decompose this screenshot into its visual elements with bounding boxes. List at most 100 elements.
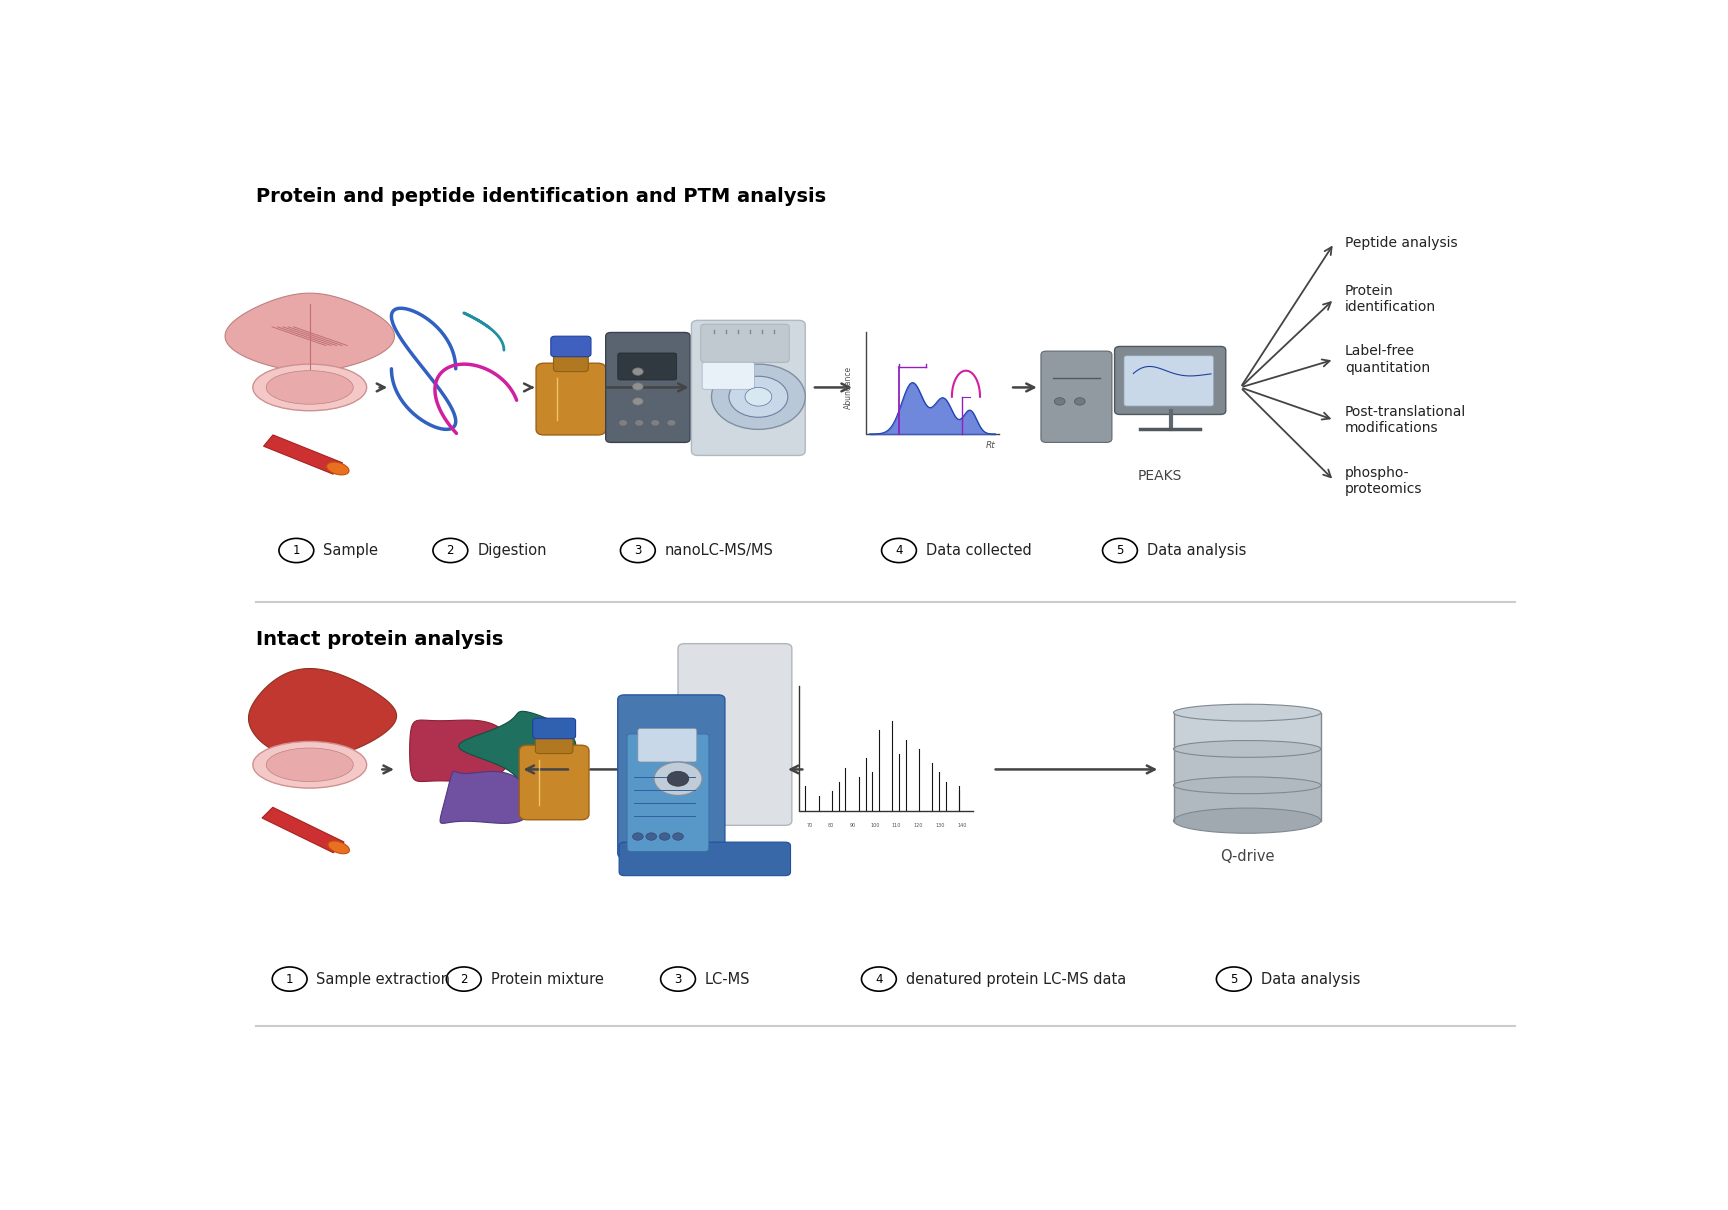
Text: 70: 70 — [807, 824, 812, 829]
Circle shape — [632, 832, 643, 840]
FancyBboxPatch shape — [1173, 713, 1320, 748]
Circle shape — [660, 967, 695, 991]
Text: 80: 80 — [828, 824, 835, 829]
FancyBboxPatch shape — [702, 324, 790, 362]
Text: Sample: Sample — [323, 543, 378, 558]
Text: Post-translational
modifications: Post-translational modifications — [1344, 405, 1465, 436]
Circle shape — [632, 398, 643, 405]
Text: Data analysis: Data analysis — [1260, 972, 1360, 986]
Circle shape — [881, 538, 916, 563]
Text: LC-MS: LC-MS — [705, 972, 750, 986]
FancyBboxPatch shape — [536, 363, 607, 434]
Ellipse shape — [1173, 808, 1320, 834]
Text: Data collected: Data collected — [926, 543, 1032, 558]
Text: Protein mixture: Protein mixture — [491, 972, 603, 986]
Circle shape — [1075, 398, 1085, 405]
Ellipse shape — [328, 841, 349, 854]
Circle shape — [278, 538, 314, 563]
FancyBboxPatch shape — [691, 321, 805, 455]
Text: 140: 140 — [957, 824, 966, 829]
FancyBboxPatch shape — [1115, 346, 1225, 415]
FancyBboxPatch shape — [638, 728, 696, 762]
FancyBboxPatch shape — [551, 336, 591, 357]
Polygon shape — [263, 807, 344, 853]
Text: nanoLC-MS/MS: nanoLC-MS/MS — [665, 543, 774, 558]
Circle shape — [646, 832, 657, 840]
Circle shape — [667, 420, 676, 426]
Text: 5: 5 — [1116, 544, 1123, 557]
FancyBboxPatch shape — [607, 333, 689, 443]
FancyBboxPatch shape — [520, 745, 589, 819]
FancyBboxPatch shape — [619, 695, 724, 858]
FancyBboxPatch shape — [702, 362, 755, 390]
Text: 2: 2 — [460, 973, 468, 986]
Circle shape — [1102, 538, 1137, 563]
Text: 3: 3 — [634, 544, 641, 557]
Text: Rt: Rt — [987, 440, 995, 450]
Text: denatured protein LC-MS data: denatured protein LC-MS data — [905, 972, 1127, 986]
FancyBboxPatch shape — [1173, 749, 1320, 784]
Circle shape — [862, 967, 897, 991]
Polygon shape — [264, 434, 342, 474]
Circle shape — [619, 420, 627, 426]
Ellipse shape — [1173, 777, 1320, 794]
FancyBboxPatch shape — [1040, 351, 1111, 443]
FancyBboxPatch shape — [532, 719, 575, 738]
Text: PEAKS: PEAKS — [1139, 469, 1182, 484]
FancyBboxPatch shape — [553, 350, 588, 371]
Text: 4: 4 — [874, 973, 883, 986]
Circle shape — [273, 967, 308, 991]
Text: 110: 110 — [892, 824, 902, 829]
Text: 2: 2 — [446, 544, 454, 557]
Text: Label-free
quantitation: Label-free quantitation — [1344, 345, 1431, 375]
Text: Data analysis: Data analysis — [1147, 543, 1246, 558]
Text: 90: 90 — [850, 824, 855, 829]
Circle shape — [1217, 967, 1251, 991]
Circle shape — [632, 368, 643, 375]
Ellipse shape — [1173, 741, 1320, 757]
Circle shape — [446, 967, 480, 991]
Circle shape — [653, 762, 702, 795]
Text: Protein
identification: Protein identification — [1344, 284, 1436, 315]
Text: 4: 4 — [895, 544, 902, 557]
FancyBboxPatch shape — [536, 731, 574, 754]
Ellipse shape — [1173, 704, 1320, 721]
Text: Abundance: Abundance — [843, 365, 854, 409]
Polygon shape — [410, 720, 511, 782]
Circle shape — [712, 364, 805, 430]
FancyBboxPatch shape — [627, 734, 708, 852]
FancyBboxPatch shape — [1123, 356, 1213, 407]
Circle shape — [729, 376, 788, 417]
Circle shape — [620, 538, 655, 563]
Text: 5: 5 — [1230, 973, 1237, 986]
Circle shape — [632, 382, 643, 391]
Circle shape — [660, 832, 670, 840]
Text: Sample extraction: Sample extraction — [316, 972, 451, 986]
Text: 120: 120 — [914, 824, 923, 829]
Circle shape — [651, 420, 660, 426]
Circle shape — [636, 420, 643, 426]
FancyBboxPatch shape — [619, 353, 677, 380]
Text: phospho-
proteomics: phospho- proteomics — [1344, 466, 1422, 496]
Polygon shape — [458, 711, 575, 780]
Ellipse shape — [266, 748, 353, 782]
Ellipse shape — [252, 364, 366, 410]
Circle shape — [672, 832, 683, 840]
Polygon shape — [441, 772, 532, 823]
Circle shape — [1054, 398, 1064, 405]
Text: Digestion: Digestion — [477, 543, 546, 558]
Ellipse shape — [252, 742, 366, 788]
Circle shape — [434, 538, 468, 563]
Text: Q-drive: Q-drive — [1220, 848, 1275, 864]
Text: Protein and peptide identification and PTM analysis: Protein and peptide identification and P… — [256, 186, 826, 206]
Text: 3: 3 — [674, 973, 683, 986]
Polygon shape — [249, 669, 396, 759]
Text: 100: 100 — [869, 824, 880, 829]
Text: Peptide analysis: Peptide analysis — [1344, 236, 1458, 250]
Text: 1: 1 — [292, 544, 301, 557]
Circle shape — [667, 771, 689, 786]
Text: 1: 1 — [285, 973, 294, 986]
Ellipse shape — [266, 370, 353, 404]
FancyBboxPatch shape — [1173, 785, 1320, 820]
FancyBboxPatch shape — [677, 644, 791, 825]
